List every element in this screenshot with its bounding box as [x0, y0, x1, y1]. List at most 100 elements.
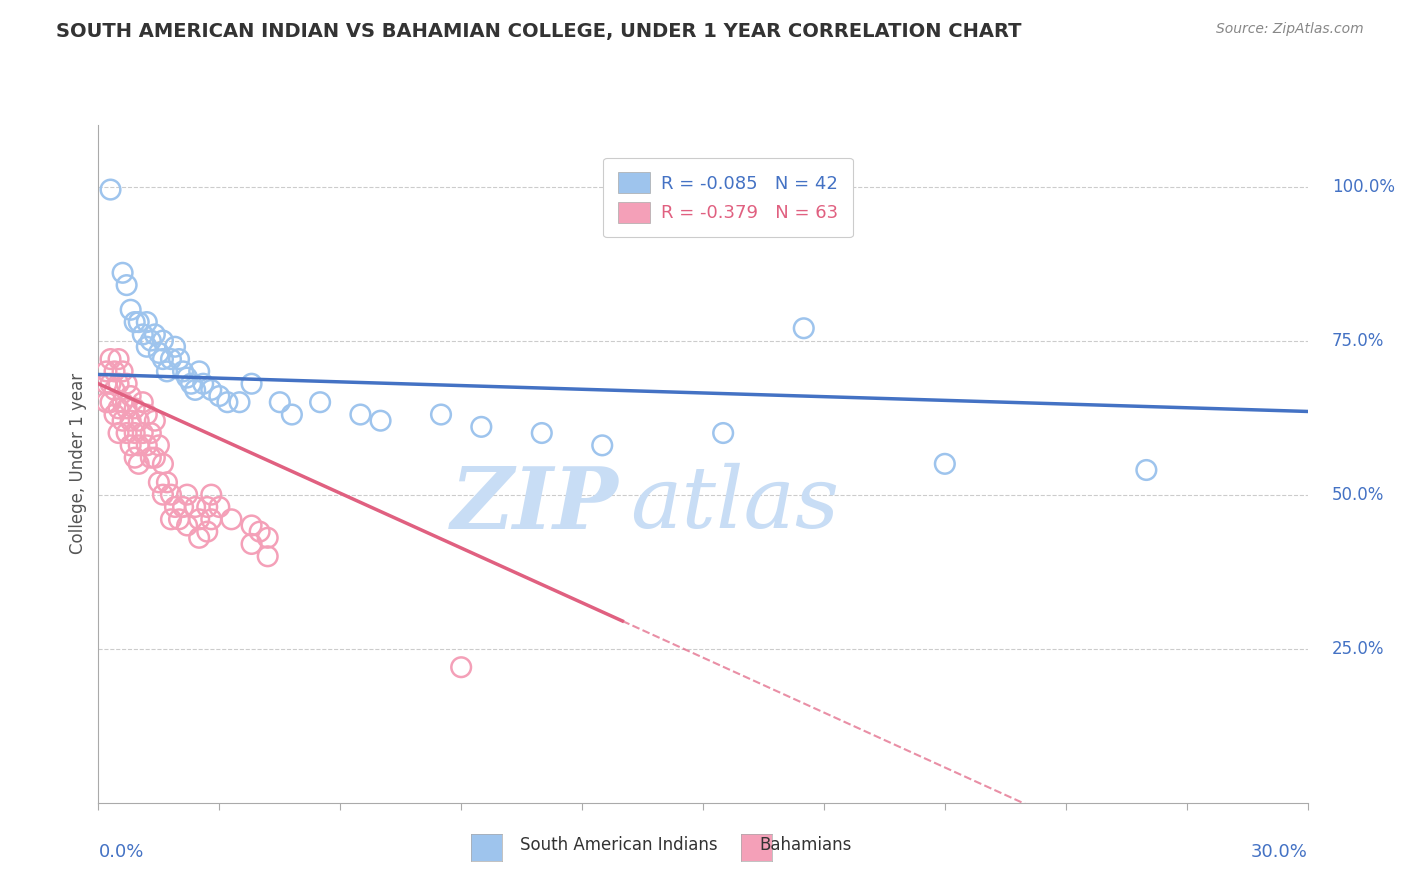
Text: ZIP: ZIP: [450, 463, 619, 546]
Point: [120, 389, 142, 403]
Point: [132, 395, 155, 409]
Point: [221, 512, 243, 526]
Point: [793, 321, 815, 335]
Point: [184, 383, 207, 397]
Point: [135, 340, 157, 354]
Point: [208, 500, 231, 514]
Point: [208, 389, 231, 403]
Point: [115, 425, 138, 440]
Point: [135, 408, 157, 422]
Point: [349, 408, 371, 422]
Point: [111, 414, 134, 428]
Point: [139, 450, 162, 465]
Point: [96, 364, 118, 378]
Point: [148, 438, 170, 452]
Point: [111, 364, 134, 378]
Text: 0.0%: 0.0%: [98, 844, 143, 862]
Y-axis label: College, Under 1 year: College, Under 1 year: [69, 373, 87, 555]
Point: [111, 266, 134, 280]
Point: [184, 500, 207, 514]
Point: [100, 395, 122, 409]
Point: [195, 500, 218, 514]
Text: 25.0%: 25.0%: [1331, 640, 1385, 657]
Point: [120, 438, 142, 452]
Point: [193, 376, 215, 391]
Point: [107, 352, 129, 367]
Point: [249, 524, 271, 539]
Text: 30.0%: 30.0%: [1251, 844, 1308, 862]
Point: [591, 438, 613, 452]
Point: [160, 512, 183, 526]
Text: Bahamians: Bahamians: [759, 836, 852, 854]
Point: [188, 512, 211, 526]
Point: [470, 420, 492, 434]
Point: [160, 352, 183, 367]
Point: [96, 376, 118, 391]
Point: [450, 660, 472, 674]
Legend: R = -0.085   N = 42, R = -0.379   N = 63: R = -0.085 N = 42, R = -0.379 N = 63: [603, 158, 852, 237]
Point: [188, 364, 211, 378]
Point: [217, 395, 239, 409]
Point: [124, 450, 146, 465]
Point: [256, 531, 278, 545]
Point: [120, 302, 142, 317]
Point: [107, 376, 129, 391]
Point: [132, 327, 155, 342]
Point: [100, 183, 122, 197]
Point: [143, 450, 166, 465]
Point: [200, 383, 222, 397]
Point: [430, 408, 453, 422]
Point: [128, 315, 150, 329]
Point: [167, 352, 190, 367]
Text: South American Indians: South American Indians: [520, 836, 718, 854]
Point: [132, 425, 155, 440]
Text: 75.0%: 75.0%: [1331, 332, 1384, 350]
Point: [156, 475, 179, 490]
Point: [96, 395, 118, 409]
Point: [111, 395, 134, 409]
Text: 50.0%: 50.0%: [1331, 485, 1384, 504]
Point: [160, 488, 183, 502]
Point: [156, 364, 179, 378]
Point: [135, 438, 157, 452]
Point: [107, 401, 129, 416]
Point: [100, 376, 122, 391]
Point: [135, 315, 157, 329]
Point: [152, 334, 174, 348]
Point: [711, 425, 734, 440]
Point: [195, 524, 218, 539]
Point: [370, 414, 392, 428]
Point: [180, 376, 202, 391]
Point: [309, 395, 332, 409]
Point: [281, 408, 304, 422]
Point: [167, 512, 190, 526]
Text: atlas: atlas: [630, 463, 839, 546]
Point: [152, 488, 174, 502]
Point: [176, 518, 198, 533]
Point: [100, 352, 122, 367]
Point: [128, 457, 150, 471]
Point: [188, 531, 211, 545]
Point: [143, 414, 166, 428]
Point: [139, 425, 162, 440]
Point: [124, 425, 146, 440]
Point: [148, 346, 170, 360]
Point: [240, 376, 263, 391]
Point: [934, 457, 956, 471]
Point: [128, 438, 150, 452]
Point: [107, 425, 129, 440]
Point: [1135, 463, 1157, 477]
Point: [530, 425, 553, 440]
Point: [172, 500, 194, 514]
Point: [240, 537, 263, 551]
Point: [176, 488, 198, 502]
Text: SOUTH AMERICAN INDIAN VS BAHAMIAN COLLEGE, UNDER 1 YEAR CORRELATION CHART: SOUTH AMERICAN INDIAN VS BAHAMIAN COLLEG…: [56, 22, 1022, 41]
Point: [163, 340, 186, 354]
Text: 100.0%: 100.0%: [1331, 178, 1395, 195]
Point: [176, 370, 198, 384]
Point: [115, 376, 138, 391]
Point: [124, 401, 146, 416]
Point: [256, 549, 278, 564]
Point: [148, 475, 170, 490]
Point: [103, 408, 125, 422]
